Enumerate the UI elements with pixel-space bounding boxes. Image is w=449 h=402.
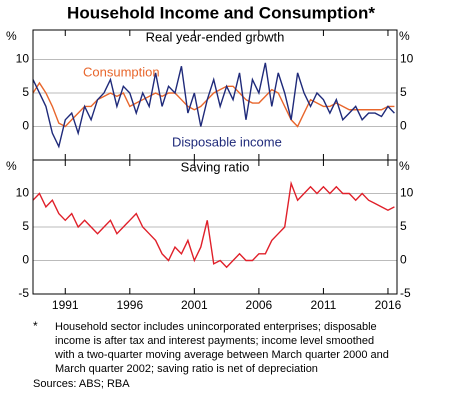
footnote: with a two-quarter moving average betwee… [54,349,389,361]
series-label: Consumption [83,64,160,79]
x-tick-label: 2006 [246,298,273,312]
y2-tick-label: 10 [400,52,414,66]
panel-subtitle: Real year-ended growth [146,29,285,44]
footnote: Household sector includes unincorporated… [55,321,377,333]
y-tick-label: 5 [22,85,29,99]
y2-unit: % [399,159,410,173]
y-tick-label: -5 [18,286,29,300]
x-tick-label: 1991 [52,298,79,312]
panel-subtitle: Saving ratio [181,159,250,174]
x-tick-label: 2016 [375,298,402,312]
sources: Sources: ABS; RBA [33,378,130,390]
series-label: Disposable income [172,134,282,149]
y-tick-label: 5 [22,219,29,233]
panel-frame [32,159,398,295]
y2-tick-label: 0 [400,253,407,267]
x-tick-label: 1996 [116,298,143,312]
y2-tick-label: -5 [400,286,411,300]
y-tick-label: 10 [16,52,30,66]
y2-tick-label: 10 [400,186,414,200]
y2-unit: % [399,29,410,43]
x-tick-label: 2001 [181,298,208,312]
y-tick-label: 10 [16,186,30,200]
series-line [32,62,395,149]
footnote-marker: * [33,319,38,333]
y2-tick-label: 0 [400,119,407,133]
series-line [32,81,395,128]
y-unit: % [6,29,17,43]
footnote: March quarter 2002; saving ratio is net … [55,363,318,375]
footnote: income is after tax and interest payment… [55,335,374,347]
y-tick-label: 0 [22,119,29,133]
y2-tick-label: 5 [400,219,407,233]
x-tick-label: 2011 [311,298,337,312]
chart-title: Household Income and Consumption* [67,3,375,22]
y2-tick-label: 5 [400,85,407,99]
y-unit: % [6,159,17,173]
y-tick-label: 0 [22,253,29,267]
series-line [32,180,395,269]
